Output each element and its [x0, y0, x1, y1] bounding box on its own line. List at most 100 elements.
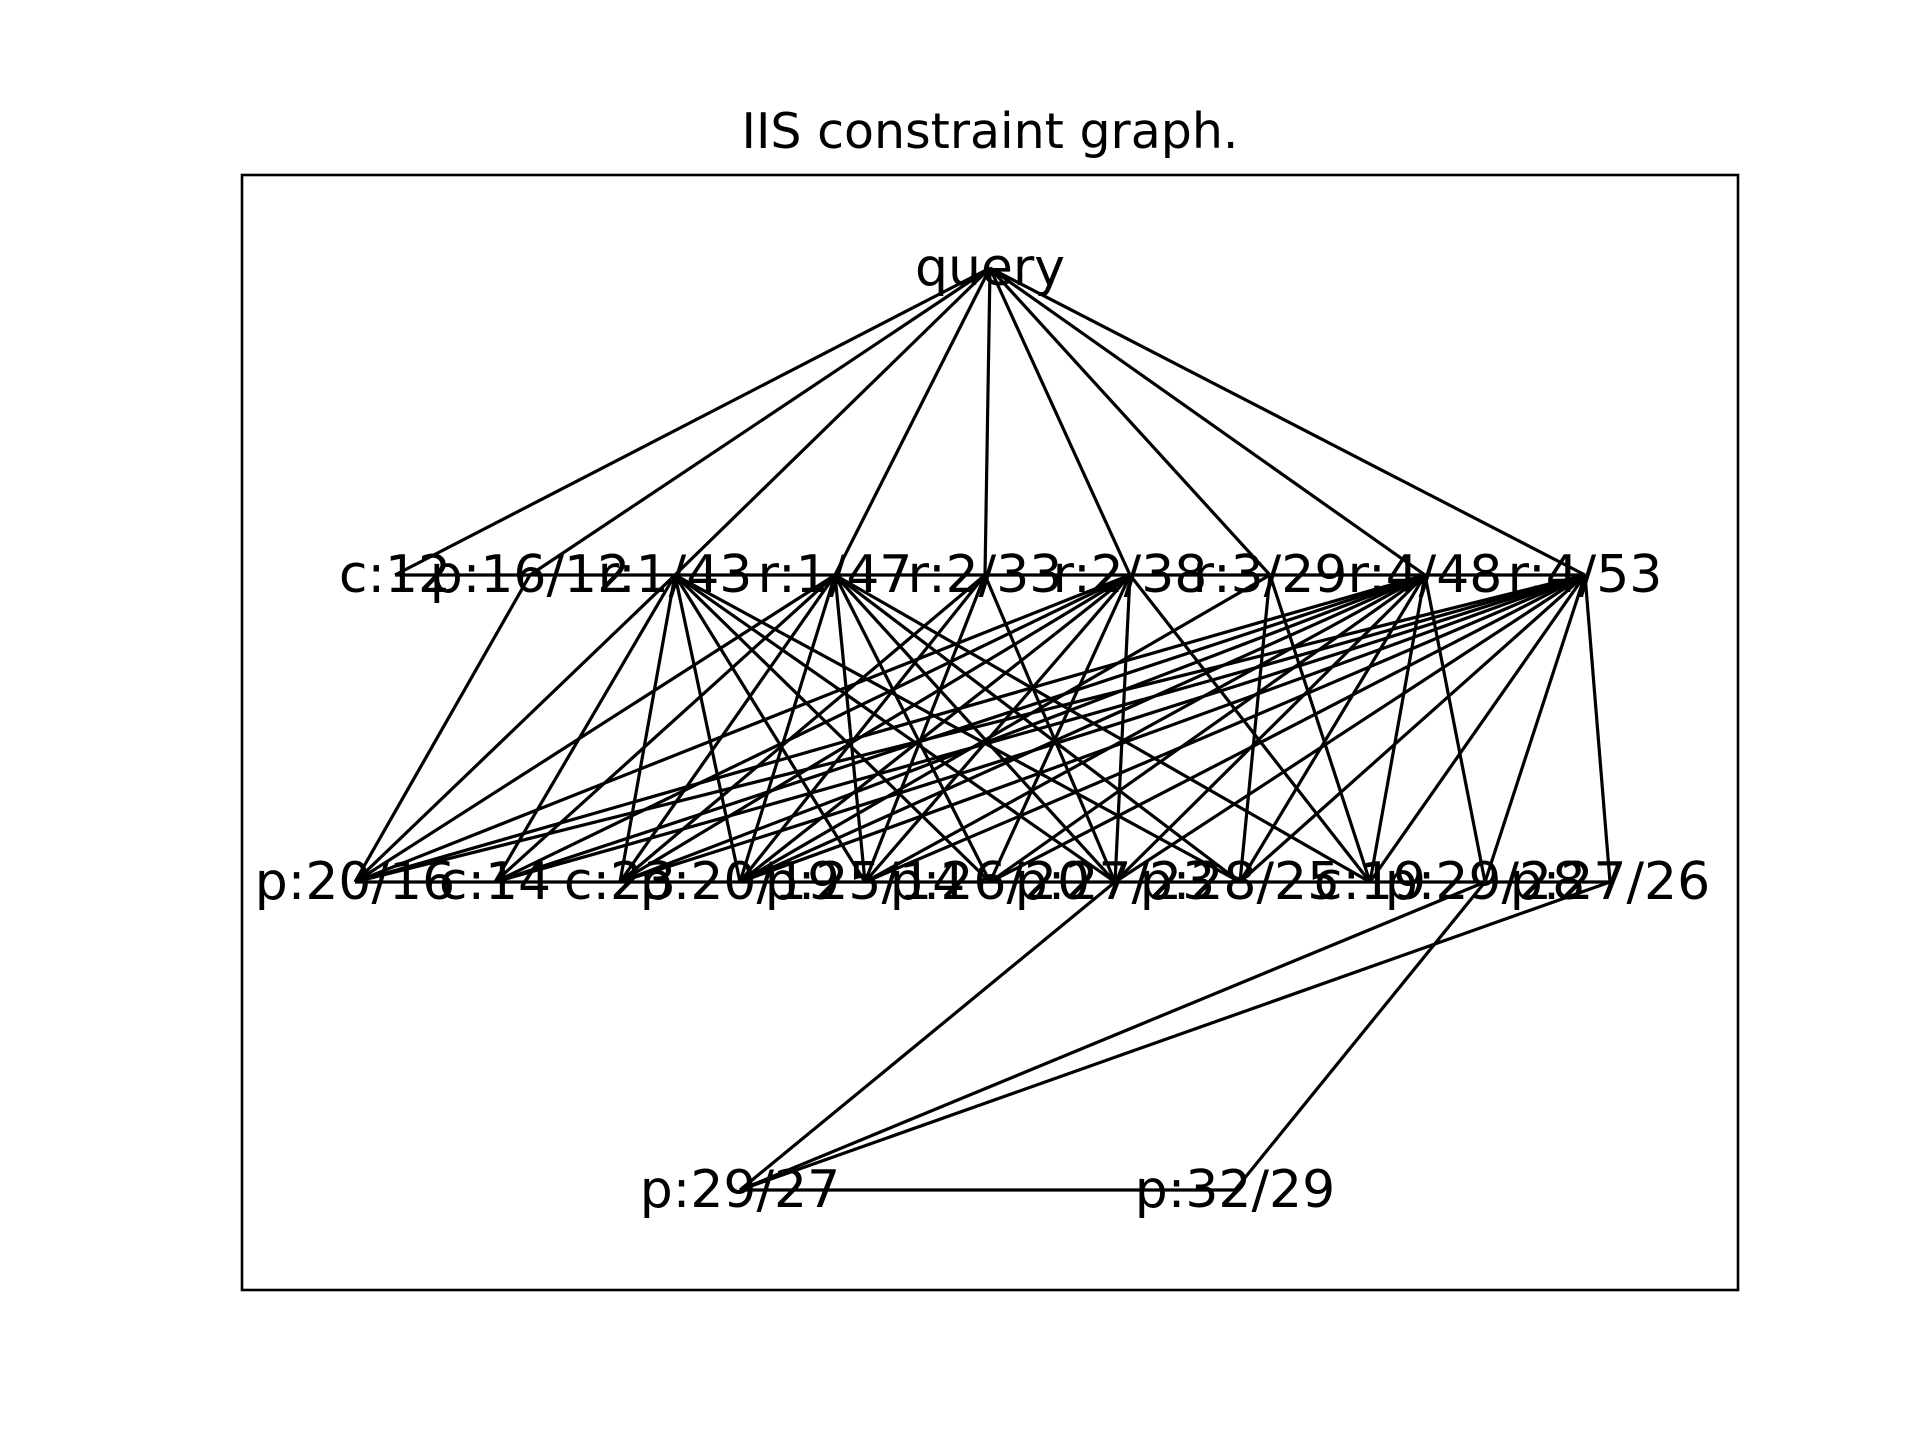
edge-query-r1_47 — [833, 267, 992, 576]
edge-r1_47-p20_16 — [354, 573, 836, 884]
edge-query-r4_53 — [989, 266, 1586, 577]
node-p26_20: p:26/20 — [890, 852, 1090, 912]
node-c14: c:14 — [439, 852, 551, 912]
edge-r4_53-p29_28 — [1483, 574, 1587, 883]
edge-r4_48-p27_23 — [1113, 573, 1427, 884]
node-label-c19: c:19 — [1314, 852, 1426, 912]
node-p29_28: p:29/28 — [1385, 852, 1585, 912]
edges-layer — [353, 266, 1612, 1192]
node-r4_53: r:4/53 — [1508, 545, 1663, 605]
edge-p16_12-p20_16 — [353, 574, 532, 883]
graph-title: IIS constraint graph. — [742, 103, 1239, 160]
nodes-layer: query c:12p:16/12r:1/43 r:1/47r:2/33r:2/38… — [255, 238, 1710, 1220]
edge-r2_38-c14 — [494, 573, 1131, 884]
node-label-p25_14: p:25/14 — [765, 852, 965, 912]
edge-r2_38-p26_20 — [988, 574, 1132, 883]
node-label-p16_12: p:16/12 — [430, 545, 630, 605]
node-label-r1_43: r:1/43 — [598, 545, 753, 605]
node-label-p29_27: p:29/27 — [640, 1160, 840, 1220]
edge-r1_47-p25_14 — [833, 574, 867, 883]
node-label-r4_48: r:4/48 — [1348, 545, 1503, 605]
edge-query-r3_29 — [988, 266, 1272, 577]
edge-r2_38-p20_19 — [739, 573, 1131, 884]
edge-r4_53-c14 — [494, 573, 1586, 884]
node-r3_29: r:3/29 — [1193, 545, 1348, 605]
edge-query-r2_33 — [983, 267, 992, 576]
edge-r4_53-c23 — [619, 573, 1586, 884]
edge-query-p16_12 — [529, 266, 991, 577]
edge-p27_26-p29_27 — [739, 880, 1611, 1192]
edge-r4_48-p29_28 — [1423, 574, 1487, 883]
edge-query-r2_38 — [988, 267, 1132, 576]
edge-r4_53-p25_14 — [864, 573, 1586, 884]
edge-r4_53-p20_16 — [354, 573, 1586, 884]
node-label-r2_38: r:2/38 — [1053, 545, 1208, 605]
node-label-p29_28: p:29/28 — [1385, 852, 1585, 912]
node-r1_47: r:1/47 — [758, 545, 913, 605]
edge-r4_48-c23 — [619, 573, 1426, 884]
node-label-r4_53: r:4/53 — [1508, 545, 1663, 605]
edge-r4_48-p25_14 — [864, 573, 1426, 884]
edge-p27_23-p29_27 — [738, 880, 1117, 1192]
edge-r4_48-p26_20 — [989, 573, 1426, 884]
edge-r2_38-p20_16 — [354, 573, 1131, 884]
node-p27_26: p:27/26 — [1510, 852, 1710, 912]
node-label-p32_29: p:32/29 — [1135, 1160, 1335, 1220]
edge-r3_29-p20_19 — [739, 573, 1271, 884]
edge-r4_53-p27_26 — [1583, 574, 1612, 883]
edge-r2_33-p27_23 — [983, 574, 1117, 883]
node-r4_48: r:4/48 — [1348, 545, 1503, 605]
node-c19: c:19 — [1314, 852, 1426, 912]
edge-r2_38-p25_14 — [863, 573, 1132, 884]
node-label-p20_19: p:20/19 — [640, 852, 840, 912]
node-label-p20_16: p:20/16 — [255, 852, 455, 912]
edge-r1_43-c23 — [618, 574, 677, 883]
edge-r4_53-p26_20 — [989, 573, 1586, 884]
node-c23: c:23 — [564, 852, 676, 912]
node-p27_23: p:27/23 — [1015, 852, 1215, 912]
node-p20_16: p:20/16 — [255, 852, 455, 912]
edge-r4_48-p20_19 — [739, 573, 1426, 884]
edge-r1_43-p20_16 — [353, 573, 677, 884]
node-label-p28_25: p:28/25 — [1140, 852, 1340, 912]
edge-r4_53-c19 — [1368, 574, 1587, 883]
node-r2_38: r:2/38 — [1053, 545, 1208, 605]
edge-r1_43-p20_19 — [673, 574, 742, 883]
edge-r2_38-c19 — [1128, 574, 1372, 883]
node-label-c14: c:14 — [439, 852, 551, 912]
node-label-query: query — [915, 238, 1065, 298]
plot-frame — [240, 173, 1740, 1292]
edge-query-r1_43 — [673, 266, 992, 577]
edge-r4_48-c14 — [494, 573, 1426, 884]
edge-r1_47-c23 — [618, 574, 837, 883]
node-p16_12: p:16/12 — [430, 545, 630, 605]
edge-r4_48-p28_25 — [1238, 574, 1427, 883]
node-label-r3_29: r:3/29 — [1193, 545, 1348, 605]
node-p25_14: p:25/14 — [765, 852, 965, 912]
edge-query-r4_48 — [989, 266, 1426, 577]
edge-p29_28-p29_27 — [739, 880, 1486, 1192]
node-query: query — [915, 238, 1065, 298]
node-label-p27_23: p:27/23 — [1015, 852, 1215, 912]
edge-query-c12 — [394, 266, 991, 577]
node-label-c23: c:23 — [564, 852, 676, 912]
node-p29_27: p:29/27 — [640, 1160, 840, 1220]
node-label-p27_26: p:27/26 — [1510, 852, 1710, 912]
node-r1_43: r:1/43 — [598, 545, 753, 605]
node-label-c12: c:12 — [339, 545, 451, 605]
edge-r4_53-p28_25 — [1238, 573, 1587, 884]
node-p28_25: p:28/25 — [1140, 852, 1340, 912]
edge-p29_28-p32_29 — [1233, 880, 1487, 1192]
edge-r1_43-p26_20 — [673, 573, 992, 884]
edge-r4_53-p20_19 — [739, 573, 1586, 884]
node-label-r2_33: r:2/33 — [908, 545, 1063, 605]
node-p32_29: p:32/29 — [1135, 1160, 1335, 1220]
node-p20_19: p:20/19 — [640, 852, 840, 912]
node-label-r1_47: r:1/47 — [758, 545, 913, 605]
edge-r1_47-c14 — [493, 573, 837, 884]
edge-r2_38-p27_23 — [1113, 574, 1132, 883]
edge-r2_38-c23 — [619, 573, 1131, 884]
edge-r4_48-p20_16 — [354, 573, 1426, 884]
